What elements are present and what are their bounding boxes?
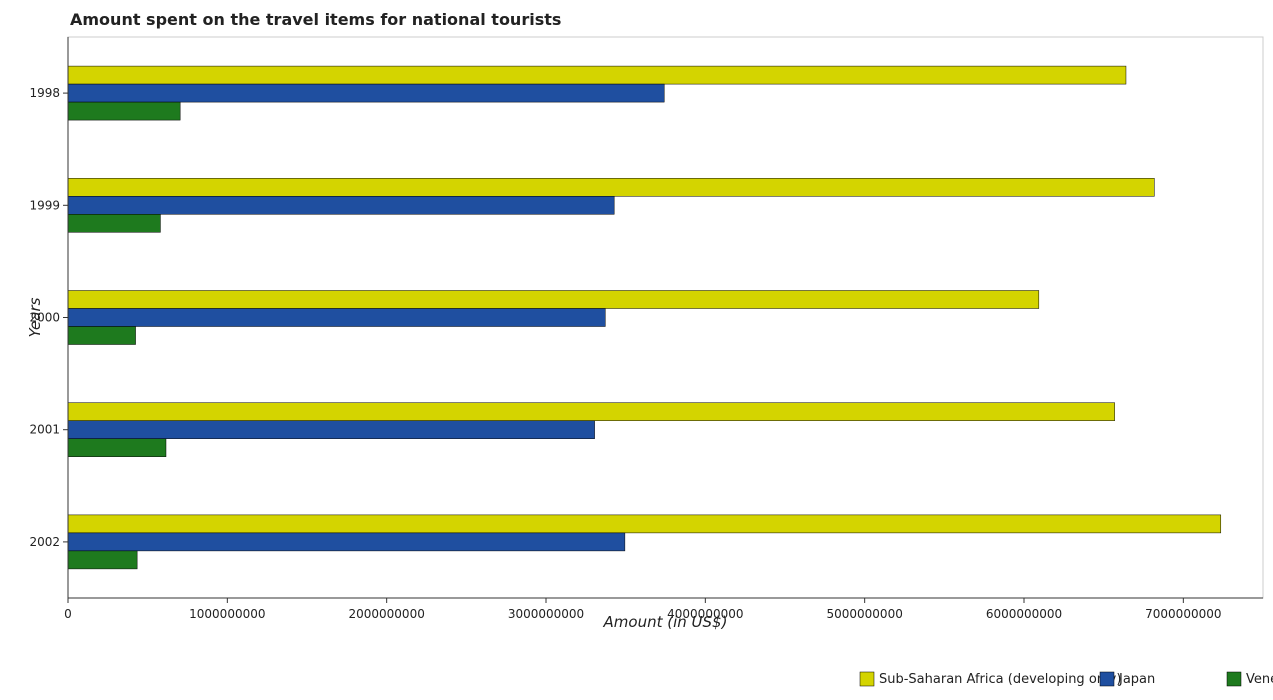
x-tick-label: 5000000000 <box>826 607 902 621</box>
x-tick-label: 2000000000 <box>348 607 424 621</box>
y-axis: 1998 1999 2000 2001 2002 <box>29 37 69 598</box>
x-tick-label: 6000000000 <box>986 607 1062 621</box>
bar-1999-series-0 <box>67 178 1155 197</box>
bar-2001-series-0 <box>67 402 1115 421</box>
legend-label: Sub-Saharan Africa (developing only) <box>879 672 1121 687</box>
bar-1998-series-1 <box>67 83 665 103</box>
x-tick-label: 1000000000 <box>189 607 265 621</box>
bar-1999-series-2 <box>67 214 161 233</box>
y-tick-label: 1998 <box>29 86 60 100</box>
y-tick-label: 2002 <box>29 535 60 549</box>
bar-2000-series-1 <box>67 308 606 327</box>
y-tick-label: 2000 <box>29 311 60 325</box>
x-axis-title: Amount (in US$) <box>603 613 728 631</box>
bar-1998-series-0 <box>67 65 1127 85</box>
x-tick-label: 3000000000 <box>508 607 584 621</box>
x-tick-label: 7000000000 <box>1145 607 1221 621</box>
bar-2000-series-0 <box>67 290 1040 309</box>
bar-2002-series-2 <box>67 550 138 570</box>
bar-2002-series-0 <box>67 514 1222 534</box>
bar-2002-series-1 <box>67 532 626 552</box>
bar-2000-series-2 <box>67 326 136 345</box>
bar-1999-series-1 <box>67 196 615 215</box>
x-axis: 0 1000000000 2000000000 3000000000 400000000… <box>64 597 1263 621</box>
legend-swatch <box>1226 671 1242 687</box>
bar-2001-series-2 <box>67 438 167 457</box>
x-tick-label: 0 <box>64 607 72 621</box>
legend: Sub-Saharan Africa (developing only)Japa… <box>859 671 1273 687</box>
bar-2001-series-1 <box>67 420 595 439</box>
y-tick-label: 1999 <box>29 198 60 212</box>
y-tick-label: 2001 <box>29 423 60 437</box>
legend-swatch <box>1099 671 1115 687</box>
y-axis-title: Years <box>26 297 44 337</box>
legend-swatch <box>859 671 875 687</box>
bar-1998-series-2 <box>67 101 181 121</box>
legend-label: Venezuela <box>1246 672 1273 687</box>
bars-layer <box>67 65 1222 570</box>
x-tick-label: 4000000000 <box>667 607 743 621</box>
chart-title: Amount spent on the travel items for nat… <box>70 10 561 29</box>
legend-label: Japan <box>1118 672 1155 687</box>
